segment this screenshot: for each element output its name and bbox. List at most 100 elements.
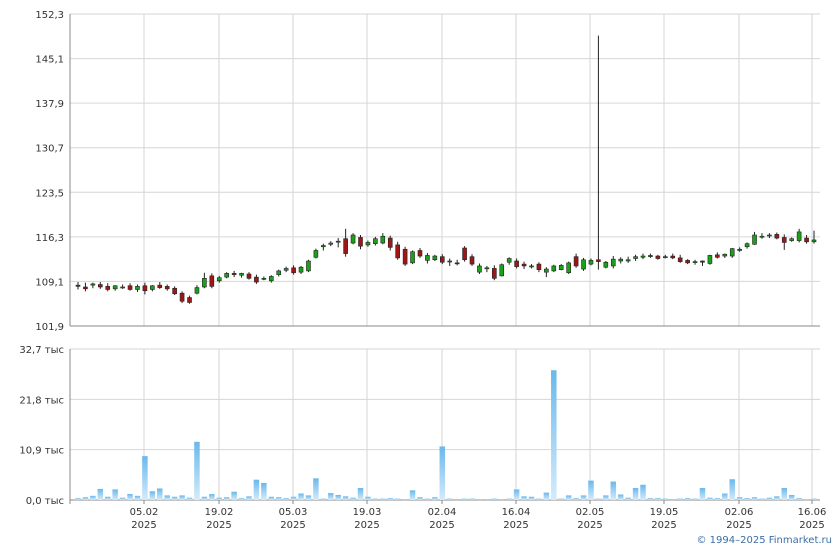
volume-bar (409, 490, 416, 500)
volume-bar (350, 497, 356, 500)
candle-body (521, 263, 527, 267)
volume-bar (320, 498, 327, 500)
candle-body (425, 255, 430, 261)
volume-bar (328, 493, 334, 500)
candle-body (90, 283, 96, 286)
x-tick-label-year: 2025 (131, 520, 156, 531)
candle-body (172, 287, 177, 295)
volume-bar (662, 498, 669, 500)
volume-bar (171, 496, 178, 500)
volume-bar (134, 495, 141, 500)
candle-body (164, 286, 170, 290)
price-y-tick-label: 152,3 (35, 10, 64, 21)
candle-body (350, 234, 356, 244)
volume-bar (149, 491, 156, 500)
candle-body (752, 234, 757, 245)
volume-bar (186, 497, 193, 500)
volume-bar (580, 495, 587, 500)
volume-bar (766, 497, 773, 500)
volume-bar (394, 498, 401, 500)
candle-body (120, 286, 125, 289)
x-tick-label-year: 2025 (354, 520, 379, 531)
volume-bar (699, 487, 706, 500)
volume-bar (469, 498, 475, 500)
volume-bar (75, 498, 81, 500)
volume-bar (655, 498, 661, 500)
candle-body (536, 263, 542, 270)
volume-bar (97, 488, 104, 500)
volume-bar (357, 487, 364, 500)
volume-bar (402, 499, 408, 501)
volume-bar (305, 495, 312, 500)
price-y-tick-label: 145,1 (35, 55, 64, 66)
volume-bar (669, 499, 676, 501)
volume-bar (625, 497, 631, 500)
date-axis: 05.02 2025 19.02 2025 05.03 2025 19.03 2025 02.0… (130, 500, 827, 531)
candle-body (499, 264, 505, 277)
candle-body (410, 251, 415, 264)
volume-bar (223, 497, 230, 500)
volume-bar (127, 493, 133, 500)
candle-body (655, 255, 661, 259)
candle-body (558, 265, 564, 270)
candle-body (358, 237, 363, 247)
candle-body (603, 261, 609, 268)
volume-bar (751, 497, 758, 500)
x-tick-label-year: 2025 (651, 520, 676, 531)
candle-body (112, 285, 118, 290)
candle-body (700, 260, 705, 263)
x-tick-label-date: 16.06 (798, 507, 827, 518)
volume-bar (365, 496, 371, 500)
volume-bar (90, 495, 96, 500)
candle-body (447, 260, 453, 263)
volume-bars (75, 370, 817, 501)
volume-bar (521, 496, 527, 500)
volume-bar (380, 498, 386, 500)
volume-bar (796, 498, 802, 500)
candle-body (187, 297, 192, 303)
candle-body (268, 276, 274, 282)
volume-bar (439, 446, 446, 500)
candle-body (283, 268, 289, 271)
candle-body (261, 278, 267, 280)
candle-body (692, 261, 698, 263)
volume-bar (298, 493, 304, 500)
volume-bar (454, 499, 460, 501)
candle-body (105, 286, 111, 290)
volume-bar (692, 498, 698, 500)
volume-bar (417, 497, 423, 500)
candle-body (239, 273, 244, 276)
x-tick-label-date: 19.05 (650, 507, 679, 518)
volume-bar (194, 441, 200, 500)
volume-bar (684, 498, 691, 500)
candle-body (98, 284, 103, 288)
candle-body (75, 284, 81, 287)
candle-body (343, 238, 348, 254)
x-tick-label-year: 2025 (503, 520, 528, 531)
candle-body (796, 231, 802, 241)
candle-body (744, 243, 750, 248)
candle-body (544, 268, 549, 273)
price-y-tick-label: 123,5 (35, 188, 64, 199)
x-tick-label-year: 2025 (280, 520, 305, 531)
volume-bar (491, 498, 498, 500)
volume-bar (506, 498, 512, 500)
volume-bar (617, 494, 624, 500)
volume-bar (722, 493, 728, 500)
volume-y-tick-label: 0,0 тыс (26, 496, 64, 507)
volume-y-axis: 32,7 тыс 21,8 тыс 10,9 тыс 0,0 тыс (19, 345, 64, 507)
volume-bar (588, 480, 594, 500)
candle-body (588, 260, 594, 265)
candle-body (395, 244, 400, 259)
candle-body (484, 267, 490, 270)
candle-body (804, 237, 809, 243)
volume-y-tick-label: 10,9 тыс (19, 446, 64, 457)
volume-bar (744, 498, 750, 500)
copyright-credit[interactable]: © 1994–2025 Finmarket.ru (696, 535, 832, 546)
price-y-tick-label: 137,9 (35, 99, 64, 110)
volume-bar (283, 498, 289, 500)
candle-body (566, 262, 571, 274)
candle-body (321, 245, 326, 248)
volume-bar (484, 499, 490, 501)
